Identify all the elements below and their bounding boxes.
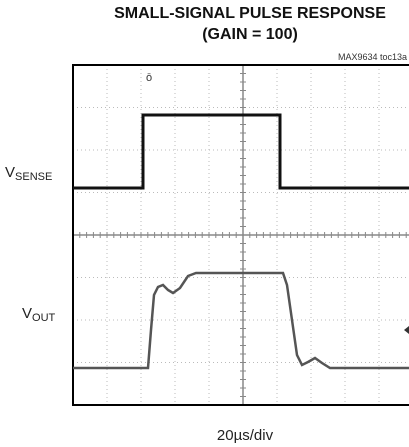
channel-name: V: [5, 164, 15, 181]
level-marker: [404, 326, 409, 334]
subtitle: (GAIN = 100): [202, 26, 298, 43]
vsense-trace: [73, 113, 409, 190]
channel-subscript: SENSE: [15, 171, 52, 183]
channel-subscript: OUT: [32, 312, 56, 324]
trigger-marker: ō: [146, 72, 152, 84]
title: SMALL-SIGNAL PULSE RESPONSE: [114, 5, 386, 22]
plot-frame: [72, 64, 409, 406]
figure-id: MAX9634 toc13a: [338, 52, 407, 62]
grid: [72, 64, 409, 406]
vsense-label: VSENSE: [5, 164, 52, 183]
vout-label: VOUT: [22, 305, 56, 324]
channel-name: V: [22, 305, 32, 322]
vout-trace: [73, 271, 409, 370]
time-scale: 20µs/div: [217, 427, 274, 444]
